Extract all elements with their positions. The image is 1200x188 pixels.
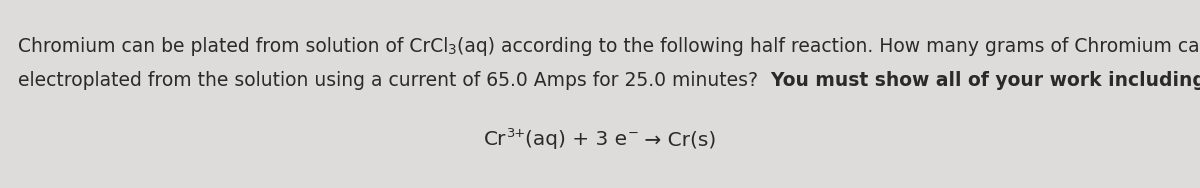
Text: Cr: Cr bbox=[484, 130, 506, 149]
Text: → Cr(s): → Cr(s) bbox=[638, 130, 716, 149]
Text: (aq) according to the following half reaction. How many grams of Chromium can be: (aq) according to the following half rea… bbox=[457, 36, 1200, 55]
Text: Chromium can be plated from solution of CrCl: Chromium can be plated from solution of … bbox=[18, 36, 449, 55]
Text: 3+: 3+ bbox=[506, 127, 526, 140]
Text: electroplated from the solution using a current of 65.0 Amps for 25.0 minutes?: electroplated from the solution using a … bbox=[18, 70, 758, 89]
Text: (aq) + 3 e: (aq) + 3 e bbox=[526, 130, 628, 149]
Text: 3: 3 bbox=[449, 43, 457, 58]
Text: You must show all of your work including units for cr: You must show all of your work including… bbox=[758, 70, 1200, 89]
Text: −: − bbox=[628, 127, 638, 140]
